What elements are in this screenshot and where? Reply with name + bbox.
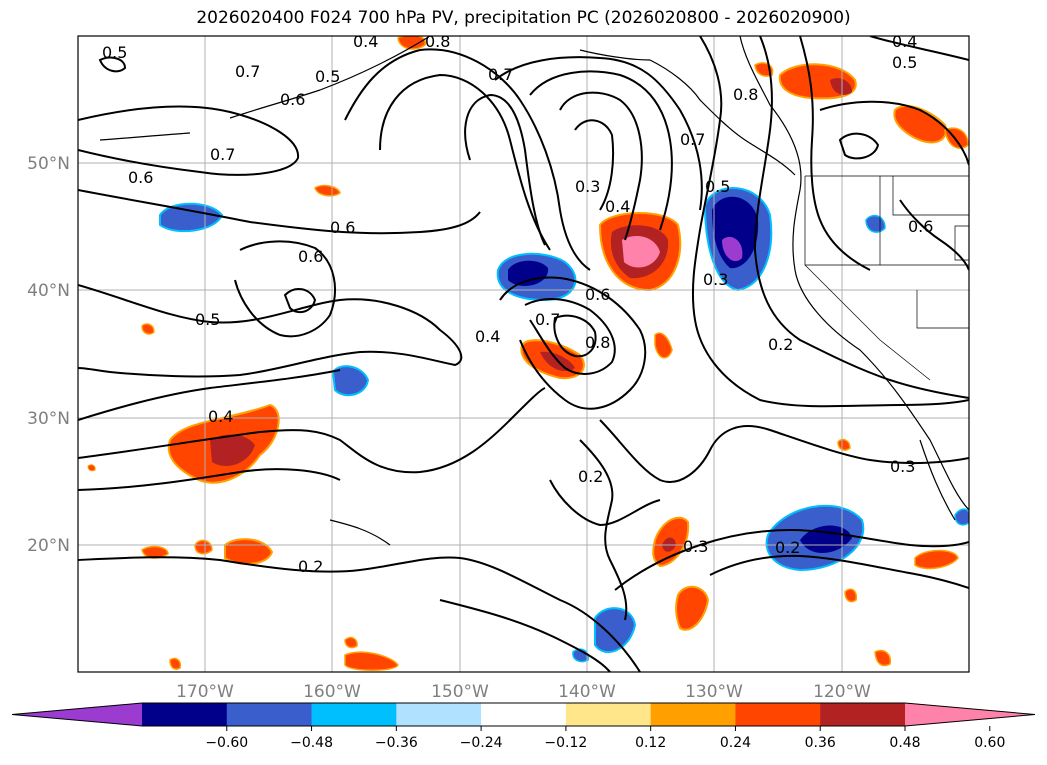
colorbar-segment	[565, 703, 652, 726]
contour-label: 0.7	[535, 310, 560, 329]
contour-label: 0.4	[605, 197, 630, 216]
colorbar-tick-label: 0.24	[720, 735, 751, 751]
contour-label: 0.2	[775, 538, 800, 557]
colorbar-extend-low	[12, 703, 142, 726]
colorbar-tick-label: −0.36	[375, 735, 418, 751]
colorbar-segment	[735, 703, 821, 726]
contour-label: 0.2	[298, 557, 323, 576]
contour-label: 0.5	[705, 177, 730, 196]
contour-label: 0.6	[585, 285, 610, 304]
map-frame	[77, 35, 970, 673]
colorbar-segment	[142, 703, 228, 726]
lat-label: 40°N	[27, 281, 70, 301]
contour-label: 0.4	[353, 32, 378, 51]
lat-label: 20°N	[27, 536, 70, 556]
colorbar-extend-high	[905, 703, 1035, 726]
colorbar-tick-label: −0.60	[205, 735, 248, 751]
contour-label: 0.3	[703, 270, 728, 289]
longitude-labels: 170°W 160°W 150°W 140°W 130°W 120°W	[176, 682, 871, 702]
contour-labels: 0.5 0.4 0.8 0.5 0.7 0.6 0.7 0.7 0.6 0.6 …	[102, 32, 933, 576]
contour-label: 0.8	[733, 85, 758, 104]
contour-label: 0.8	[425, 32, 450, 51]
pv-contours	[78, 36, 969, 672]
colorbar-segment	[481, 703, 567, 726]
colorbar-tick-label: 0.60	[974, 735, 1005, 751]
colorbar-segment	[650, 703, 736, 726]
colorbar-tick-label: 0.12	[635, 735, 666, 751]
contour-label: 0.6	[330, 218, 355, 237]
contour-label: 0.2	[578, 467, 603, 486]
precip-shading	[87, 36, 969, 671]
lon-label: 120°W	[813, 682, 871, 702]
contour-label: 0.7	[210, 145, 235, 164]
colorbar-tick-label: −0.48	[290, 735, 333, 751]
lon-label: 160°W	[303, 682, 361, 702]
colorbar-segment	[311, 703, 397, 726]
lat-label: 30°N	[27, 409, 70, 429]
lon-label: 130°W	[685, 682, 743, 702]
colorbar-segment	[820, 703, 906, 726]
contour-label: 0.3	[575, 177, 600, 196]
contour-label: 0.5	[195, 310, 220, 329]
colorbar-segment	[226, 703, 313, 726]
lon-label: 170°W	[176, 682, 234, 702]
contour-label: 0.6	[908, 217, 933, 236]
contour-label: 0.5	[102, 43, 127, 62]
lon-label: 140°W	[558, 682, 616, 702]
colorbar-segment	[396, 703, 482, 726]
state-borders	[804, 175, 969, 381]
contour-label: 0.3	[683, 537, 708, 556]
contour-label: 0.3	[890, 457, 915, 476]
lon-label: 150°W	[431, 682, 489, 702]
contour-label: 0.4	[892, 32, 917, 51]
latitude-labels: 50°N 40°N 30°N 20°N	[27, 154, 70, 556]
contour-label: 0.6	[128, 168, 153, 187]
contour-label: 0.2	[768, 335, 793, 354]
colorbar-tick-label: 0.48	[889, 735, 920, 751]
contour-label: 0.7	[488, 65, 513, 84]
map-title: 2026020400 F024 700 hPa PV, precipitatio…	[196, 8, 851, 28]
colorbar-outline	[11, 702, 1036, 727]
colorbar: −0.60 −0.48 −0.36 −0.24 −0.12 0.12 0.24 0.36 0.4…	[11, 702, 1036, 751]
colorbar-tick-label: −0.24	[460, 735, 503, 751]
contour-label: 0.7	[680, 130, 705, 149]
contour-label: 0.4	[208, 407, 233, 426]
contour-label: 0.7	[235, 62, 260, 81]
contour-label: 0.8	[585, 333, 610, 352]
lat-label: 50°N	[27, 154, 70, 174]
contour-label: 0.5	[315, 67, 340, 86]
colorbar-tick-label: 0.36	[805, 735, 836, 751]
contour-label: 0.4	[475, 327, 500, 346]
contour-label: 0.6	[280, 90, 305, 109]
colorbar-tick-label: −0.12	[544, 735, 587, 751]
contour-label: 0.6	[298, 247, 323, 266]
contour-label: 0.5	[892, 53, 917, 72]
